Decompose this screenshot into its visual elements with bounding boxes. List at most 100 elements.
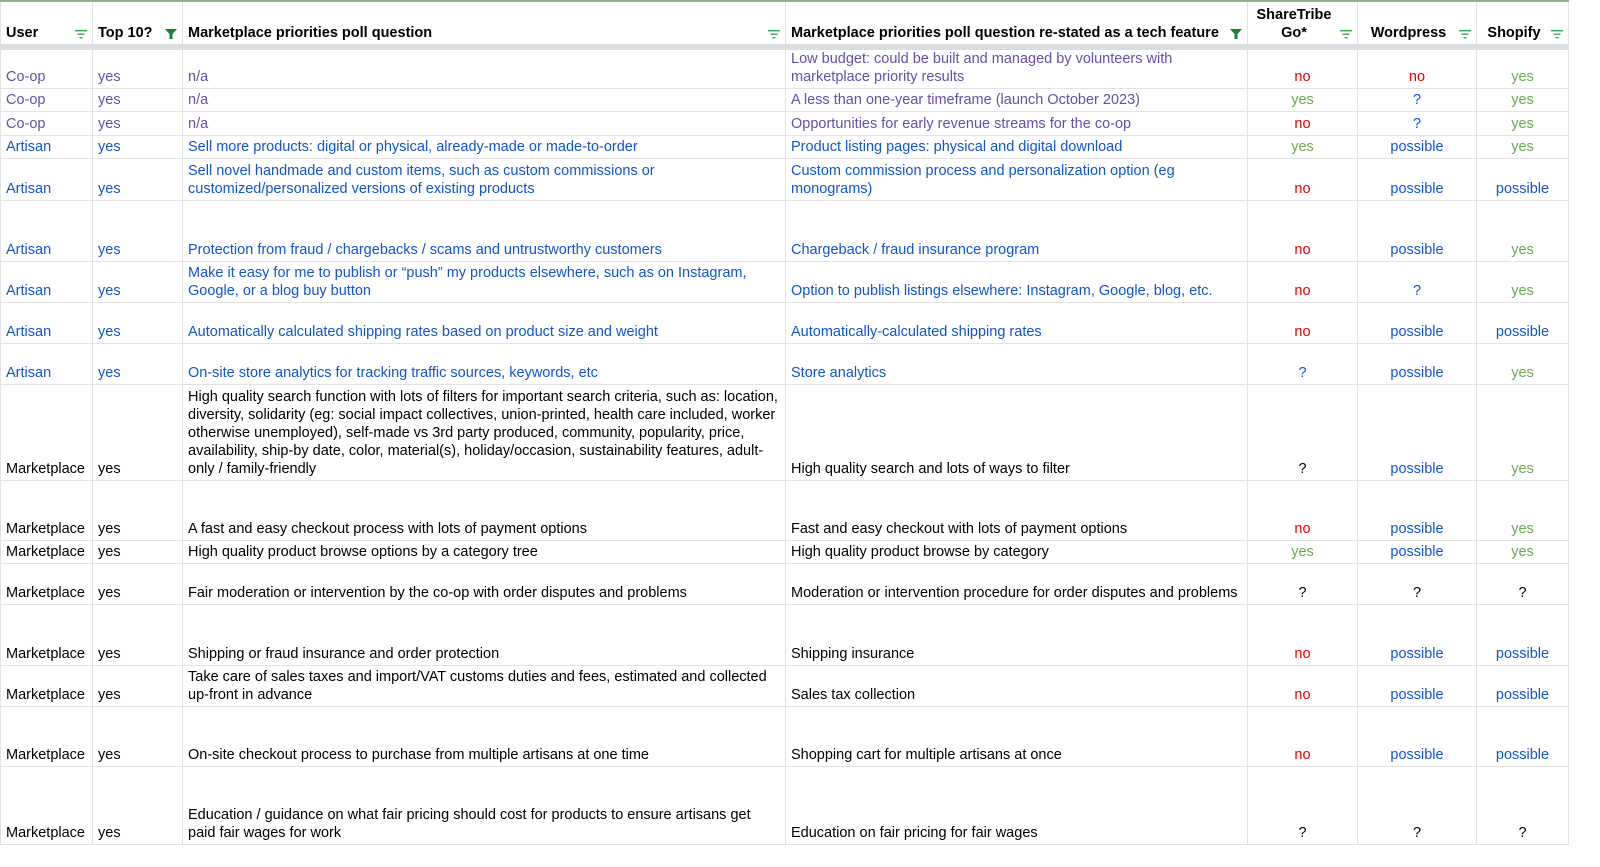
- cell-top10[interactable]: yes: [92, 46, 183, 89]
- cell-wordpress[interactable]: possible: [1357, 540, 1477, 564]
- cell-sharetribe[interactable]: ?: [1247, 766, 1358, 845]
- cell-sharetribe[interactable]: no: [1247, 665, 1358, 707]
- cell-user[interactable]: Co-op: [0, 88, 93, 112]
- cell-shopify[interactable]: ?: [1476, 563, 1569, 605]
- cell-user[interactable]: Artisan: [0, 302, 93, 344]
- cell-shopify[interactable]: possible: [1476, 665, 1569, 707]
- cell-question[interactable]: On-site checkout process to purchase fro…: [182, 706, 786, 767]
- cell-sharetribe[interactable]: no: [1247, 302, 1358, 344]
- column-header[interactable]: Wordpress: [1357, 0, 1477, 50]
- cell-top10[interactable]: yes: [92, 563, 183, 605]
- cell-shopify[interactable]: yes: [1476, 88, 1569, 112]
- cell-user[interactable]: Marketplace: [0, 563, 93, 605]
- cell-wordpress[interactable]: ?: [1357, 111, 1477, 136]
- cell-shopify[interactable]: yes: [1476, 384, 1569, 481]
- cell-top10[interactable]: yes: [92, 480, 183, 541]
- cell-user[interactable]: Artisan: [0, 158, 93, 201]
- cell-sharetribe[interactable]: no: [1247, 261, 1358, 303]
- cell-wordpress[interactable]: ?: [1357, 766, 1477, 845]
- filter-icon[interactable]: [768, 29, 780, 39]
- cell-user[interactable]: Artisan: [0, 200, 93, 262]
- cell-user[interactable]: Marketplace: [0, 480, 93, 541]
- cell-sharetribe[interactable]: no: [1247, 111, 1358, 136]
- cell-feature[interactable]: Sales tax collection: [785, 665, 1248, 707]
- cell-wordpress[interactable]: no: [1357, 46, 1477, 89]
- cell-sharetribe[interactable]: no: [1247, 480, 1358, 541]
- column-header[interactable]: User: [0, 0, 93, 50]
- cell-sharetribe[interactable]: no: [1247, 200, 1358, 262]
- cell-feature[interactable]: A less than one-year timeframe (launch O…: [785, 88, 1248, 112]
- cell-question[interactable]: Make it easy for me to publish or “push”…: [182, 261, 786, 303]
- cell-user[interactable]: Artisan: [0, 261, 93, 303]
- cell-sharetribe[interactable]: no: [1247, 158, 1358, 201]
- cell-question[interactable]: Shipping or fraud insurance and order pr…: [182, 604, 786, 666]
- cell-sharetribe[interactable]: no: [1247, 604, 1358, 666]
- cell-question[interactable]: Fair moderation or intervention by the c…: [182, 563, 786, 605]
- cell-top10[interactable]: yes: [92, 343, 183, 385]
- cell-user[interactable]: Marketplace: [0, 706, 93, 767]
- column-header[interactable]: Marketplace priorities poll question: [182, 0, 786, 50]
- cell-feature[interactable]: Chargeback / fraud insurance program: [785, 200, 1248, 262]
- cell-shopify[interactable]: possible: [1476, 158, 1569, 201]
- cell-question[interactable]: Sell more products: digital or physical,…: [182, 135, 786, 159]
- cell-feature[interactable]: Fast and easy checkout with lots of paym…: [785, 480, 1248, 541]
- cell-shopify[interactable]: yes: [1476, 261, 1569, 303]
- cell-feature[interactable]: Education on fair pricing for fair wages: [785, 766, 1248, 845]
- cell-question[interactable]: High quality product browse options by a…: [182, 540, 786, 564]
- cell-wordpress[interactable]: ?: [1357, 261, 1477, 303]
- cell-user[interactable]: Marketplace: [0, 384, 93, 481]
- cell-wordpress[interactable]: possible: [1357, 480, 1477, 541]
- cell-top10[interactable]: yes: [92, 665, 183, 707]
- cell-wordpress[interactable]: possible: [1357, 343, 1477, 385]
- cell-sharetribe[interactable]: no: [1247, 706, 1358, 767]
- filter-icon[interactable]: [1551, 29, 1563, 39]
- cell-feature[interactable]: High quality product browse by category: [785, 540, 1248, 564]
- cell-wordpress[interactable]: possible: [1357, 200, 1477, 262]
- cell-top10[interactable]: yes: [92, 766, 183, 845]
- cell-shopify[interactable]: yes: [1476, 46, 1569, 89]
- cell-shopify[interactable]: yes: [1476, 540, 1569, 564]
- cell-question[interactable]: On-site store analytics for tracking tra…: [182, 343, 786, 385]
- column-header[interactable]: ShareTribe Go*: [1247, 0, 1358, 50]
- cell-question[interactable]: n/a: [182, 111, 786, 136]
- filter-active-icon[interactable]: [1230, 29, 1242, 39]
- cell-wordpress[interactable]: possible: [1357, 604, 1477, 666]
- cell-sharetribe[interactable]: ?: [1247, 384, 1358, 481]
- cell-question[interactable]: Take care of sales taxes and import/VAT …: [182, 665, 786, 707]
- column-header[interactable]: Marketplace priorities poll question re-…: [785, 0, 1248, 50]
- cell-shopify[interactable]: yes: [1476, 480, 1569, 541]
- cell-wordpress[interactable]: ?: [1357, 563, 1477, 605]
- cell-wordpress[interactable]: possible: [1357, 158, 1477, 201]
- cell-shopify[interactable]: yes: [1476, 200, 1569, 262]
- cell-wordpress[interactable]: possible: [1357, 665, 1477, 707]
- cell-shopify[interactable]: possible: [1476, 706, 1569, 767]
- cell-sharetribe[interactable]: ?: [1247, 563, 1358, 605]
- cell-top10[interactable]: yes: [92, 706, 183, 767]
- cell-shopify[interactable]: possible: [1476, 302, 1569, 344]
- cell-wordpress[interactable]: possible: [1357, 706, 1477, 767]
- cell-feature[interactable]: Shopping cart for multiple artisans at o…: [785, 706, 1248, 767]
- cell-feature[interactable]: Automatically-calculated shipping rates: [785, 302, 1248, 344]
- cell-user[interactable]: Co-op: [0, 111, 93, 136]
- cell-top10[interactable]: yes: [92, 604, 183, 666]
- cell-feature[interactable]: Opportunities for early revenue streams …: [785, 111, 1248, 136]
- cell-feature[interactable]: Store analytics: [785, 343, 1248, 385]
- cell-user[interactable]: Marketplace: [0, 604, 93, 666]
- cell-sharetribe[interactable]: ?: [1247, 343, 1358, 385]
- cell-user[interactable]: Marketplace: [0, 665, 93, 707]
- cell-top10[interactable]: yes: [92, 261, 183, 303]
- column-header[interactable]: Top 10?: [92, 0, 183, 50]
- cell-wordpress[interactable]: possible: [1357, 135, 1477, 159]
- cell-question[interactable]: n/a: [182, 46, 786, 89]
- cell-wordpress[interactable]: ?: [1357, 88, 1477, 112]
- cell-top10[interactable]: yes: [92, 111, 183, 136]
- cell-feature[interactable]: Moderation or intervention procedure for…: [785, 563, 1248, 605]
- cell-shopify[interactable]: yes: [1476, 135, 1569, 159]
- filter-icon[interactable]: [1459, 29, 1471, 39]
- cell-shopify[interactable]: ?: [1476, 766, 1569, 845]
- cell-top10[interactable]: yes: [92, 88, 183, 112]
- column-header[interactable]: Shopify: [1476, 0, 1569, 50]
- cell-sharetribe[interactable]: yes: [1247, 88, 1358, 112]
- cell-user[interactable]: Artisan: [0, 343, 93, 385]
- cell-feature[interactable]: High quality search and lots of ways to …: [785, 384, 1248, 481]
